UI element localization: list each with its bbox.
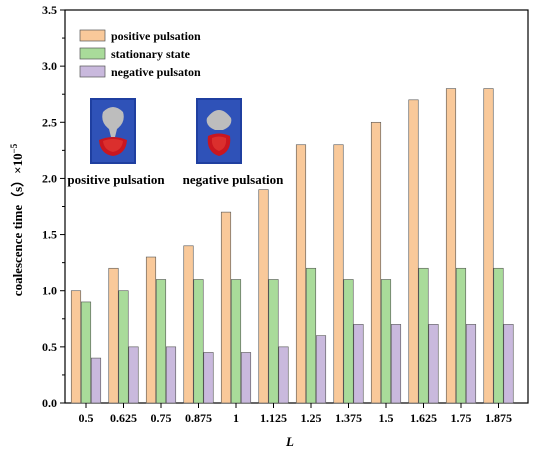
y-tick-label: 2.0 xyxy=(42,171,57,185)
bar-stationary-state-1.125 xyxy=(268,279,279,404)
bar-negative-pulsaton-1.5 xyxy=(390,324,402,404)
y-tick-label: 3.5 xyxy=(42,3,57,17)
bar-positive-pulsation-0.625 xyxy=(108,267,119,404)
x-tick-label: 1 xyxy=(233,411,239,425)
bar-negative-pulsaton-0.5 xyxy=(90,357,102,404)
bar-negative-pulsaton-1 xyxy=(240,352,252,404)
bar-stationary-state-0.75 xyxy=(155,279,167,404)
x-tick-label: 1.125 xyxy=(260,411,287,425)
bar-negative-pulsaton-1.25 xyxy=(315,335,327,404)
y-tick-label: 0.0 xyxy=(42,396,57,410)
x-tick-label: 1.5 xyxy=(379,411,394,425)
bar-stationary-state-0.5 xyxy=(80,301,92,404)
x-tick-label: 0.5 xyxy=(79,411,94,425)
bar-stationary-state-1.375 xyxy=(343,279,354,404)
bar-positive-pulsation-1.25 xyxy=(295,144,307,404)
bar-positive-pulsation-1.625 xyxy=(408,99,419,404)
bar-negative-pulsaton-0.75 xyxy=(165,346,177,404)
bar-positive-pulsation-1 xyxy=(220,211,232,404)
bar-positive-pulsation-0.5 xyxy=(70,290,82,404)
y-tick-label: 3.0 xyxy=(42,59,57,73)
x-axis-title: L xyxy=(285,434,294,449)
bars xyxy=(70,88,514,404)
bar-positive-pulsation-0.875 xyxy=(183,245,194,404)
bar-negative-pulsaton-0.625 xyxy=(128,346,139,404)
x-tick-label: 0.875 xyxy=(185,411,212,425)
legend-entry: positive pulsation xyxy=(111,29,201,43)
bar-stationary-state-0.625 xyxy=(118,290,129,404)
y-axis-title: coalescence time（s）×10−5 xyxy=(9,143,25,296)
positive-pulsation-inset: positive pulsation xyxy=(67,98,165,187)
y-tick-label: 1.5 xyxy=(42,228,57,242)
bar-stationary-state-1.75 xyxy=(455,267,467,404)
bar-stationary-state-1.5 xyxy=(380,279,392,404)
y-tick-label: 1.0 xyxy=(42,284,57,298)
bar-positive-pulsation-1.875 xyxy=(483,88,494,404)
x-tick-label: 0.75 xyxy=(151,411,172,425)
bar-stationary-state-1.625 xyxy=(418,267,429,404)
negative-pulsation-droplet-icon xyxy=(196,98,242,164)
bar-stationary-state-1.875 xyxy=(493,267,504,404)
x-tick-label: 1.25 xyxy=(301,411,322,425)
bar-positive-pulsation-1.5 xyxy=(370,121,382,404)
bar-negative-pulsaton-0.875 xyxy=(203,352,214,404)
y-tick-label: 0.5 xyxy=(42,340,57,354)
bar-negative-pulsaton-1.375 xyxy=(353,324,364,404)
positive-pulsation-label: positive pulsation xyxy=(67,172,165,187)
y-axis: 0.0 0.5 1.0 1.5 2.0 2.5 3.0 3.5 xyxy=(42,3,65,410)
bar-stationary-state-1.25 xyxy=(305,267,317,404)
legend-swatch xyxy=(79,47,106,60)
legend-entry: stationary state xyxy=(111,47,191,61)
bar-negative-pulsaton-1.75 xyxy=(465,324,477,404)
x-tick-label: 1.625 xyxy=(410,411,437,425)
y-tick-label: 2.5 xyxy=(42,115,57,129)
negative-pulsation-inset: negative pulsation xyxy=(183,98,285,187)
x-tick-label: 0.625 xyxy=(110,411,137,425)
bar-negative-pulsaton-1.125 xyxy=(278,346,289,404)
legend-swatch xyxy=(79,29,106,42)
bar-positive-pulsation-1.75 xyxy=(445,88,457,404)
x-tick-label: 1.375 xyxy=(335,411,362,425)
legend-entry: negative pulsaton xyxy=(111,65,201,79)
legend: positive pulsation stationary state negati… xyxy=(79,29,201,79)
bar-negative-pulsaton-1.875 xyxy=(503,324,514,404)
legend-swatch xyxy=(79,65,106,78)
bar-stationary-state-1 xyxy=(230,279,242,404)
bar-positive-pulsation-1.125 xyxy=(258,189,269,404)
bar-positive-pulsation-1.375 xyxy=(333,144,344,404)
positive-pulsation-droplet-icon xyxy=(90,98,136,164)
bar-stationary-state-0.875 xyxy=(193,279,204,404)
negative-pulsation-label: negative pulsation xyxy=(183,172,285,187)
bar-positive-pulsation-0.75 xyxy=(145,256,157,404)
x-axis: 0.5 0.625 0.75 0.875 1 1.125 1.25 1.375 1.5 1.625… xyxy=(79,403,512,425)
x-tick-label: 1.75 xyxy=(451,411,472,425)
bar-negative-pulsaton-1.625 xyxy=(428,324,439,404)
x-tick-label: 1.875 xyxy=(485,411,512,425)
